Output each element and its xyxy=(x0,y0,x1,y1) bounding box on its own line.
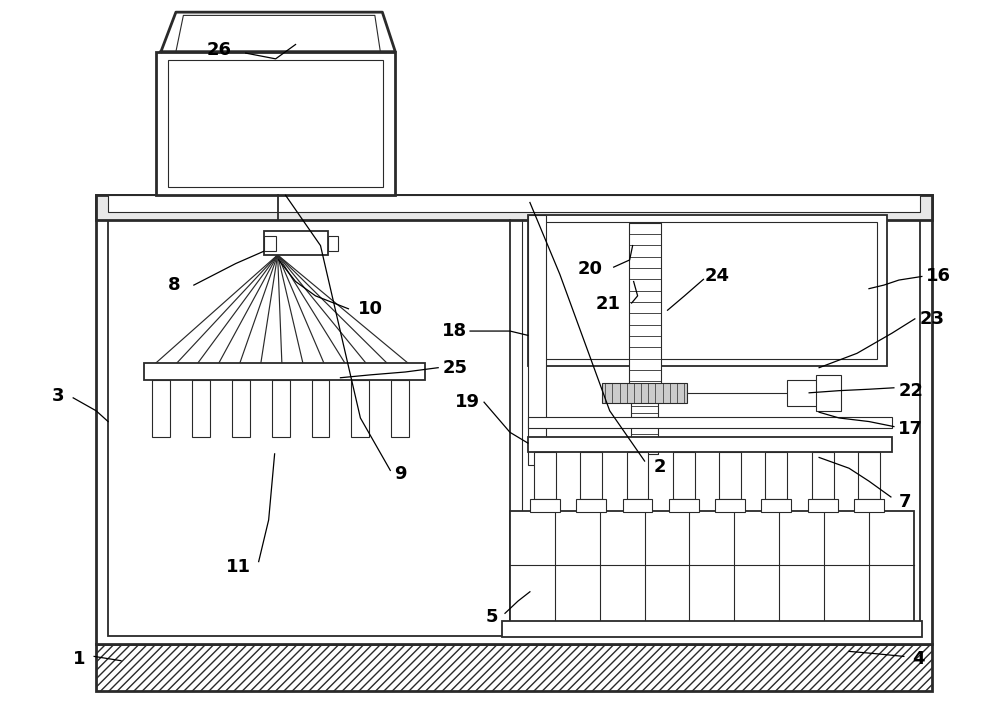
Text: 21: 21 xyxy=(595,296,620,314)
Bar xyxy=(528,437,892,453)
Bar xyxy=(765,453,787,499)
Text: 20: 20 xyxy=(577,260,602,278)
Text: 22: 22 xyxy=(898,381,923,399)
Bar xyxy=(96,195,932,644)
Bar xyxy=(534,453,556,499)
Text: 4: 4 xyxy=(913,650,925,668)
Bar xyxy=(719,453,741,499)
Text: 24: 24 xyxy=(705,267,730,286)
Bar xyxy=(854,499,884,512)
Bar xyxy=(816,375,841,411)
Text: 5: 5 xyxy=(486,608,498,626)
Text: 25: 25 xyxy=(443,358,468,376)
Bar xyxy=(631,393,658,454)
Bar xyxy=(264,231,328,255)
Bar xyxy=(761,499,791,512)
Bar xyxy=(510,511,914,623)
Bar xyxy=(528,216,887,366)
Polygon shape xyxy=(161,12,395,52)
Bar xyxy=(629,223,661,393)
Text: 8: 8 xyxy=(168,276,180,294)
Bar xyxy=(96,644,932,691)
Bar xyxy=(530,499,560,512)
Text: 3: 3 xyxy=(52,387,64,405)
Bar xyxy=(152,380,170,438)
Bar xyxy=(808,499,838,512)
Text: 10: 10 xyxy=(358,300,383,318)
Bar xyxy=(812,453,834,499)
Text: 2: 2 xyxy=(653,458,666,476)
Bar xyxy=(858,453,880,499)
Text: 18: 18 xyxy=(442,322,467,340)
Bar xyxy=(715,499,745,512)
Bar xyxy=(576,499,606,512)
Text: 26: 26 xyxy=(206,41,231,59)
Bar xyxy=(537,222,877,359)
Bar xyxy=(627,453,648,499)
Text: 11: 11 xyxy=(226,558,251,576)
Bar xyxy=(232,380,250,438)
Bar xyxy=(96,195,932,221)
Bar xyxy=(328,236,338,251)
Bar xyxy=(602,383,687,403)
Bar xyxy=(528,417,892,428)
Text: 19: 19 xyxy=(455,393,480,411)
Text: 1: 1 xyxy=(73,650,85,668)
Text: 7: 7 xyxy=(899,493,911,511)
Bar xyxy=(623,499,652,512)
Bar xyxy=(673,453,695,499)
Text: 23: 23 xyxy=(919,310,944,328)
Bar xyxy=(272,380,290,438)
Bar xyxy=(264,236,276,251)
Bar xyxy=(580,453,602,499)
Bar xyxy=(108,204,920,636)
Bar xyxy=(787,380,817,406)
Bar xyxy=(144,363,425,380)
Text: 17: 17 xyxy=(898,420,923,438)
Bar xyxy=(192,380,210,438)
Bar xyxy=(156,52,395,195)
Bar xyxy=(168,61,383,187)
Text: 9: 9 xyxy=(394,465,407,483)
Bar xyxy=(391,380,409,438)
Bar xyxy=(669,499,699,512)
Text: 16: 16 xyxy=(926,267,951,286)
Bar xyxy=(502,622,922,637)
Bar xyxy=(108,195,920,212)
Bar xyxy=(351,380,369,438)
Bar xyxy=(528,216,546,464)
Bar xyxy=(312,380,329,438)
